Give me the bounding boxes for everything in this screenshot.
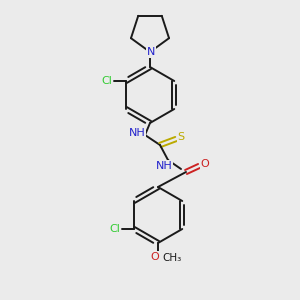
Text: Cl: Cl: [109, 224, 120, 234]
Text: N: N: [147, 47, 155, 57]
Text: NH: NH: [156, 161, 172, 171]
Text: Cl: Cl: [101, 76, 112, 86]
Text: NH: NH: [129, 128, 146, 138]
Text: O: O: [201, 159, 209, 169]
Text: O: O: [151, 252, 159, 262]
Text: S: S: [177, 132, 184, 142]
Text: CH₃: CH₃: [162, 253, 182, 263]
